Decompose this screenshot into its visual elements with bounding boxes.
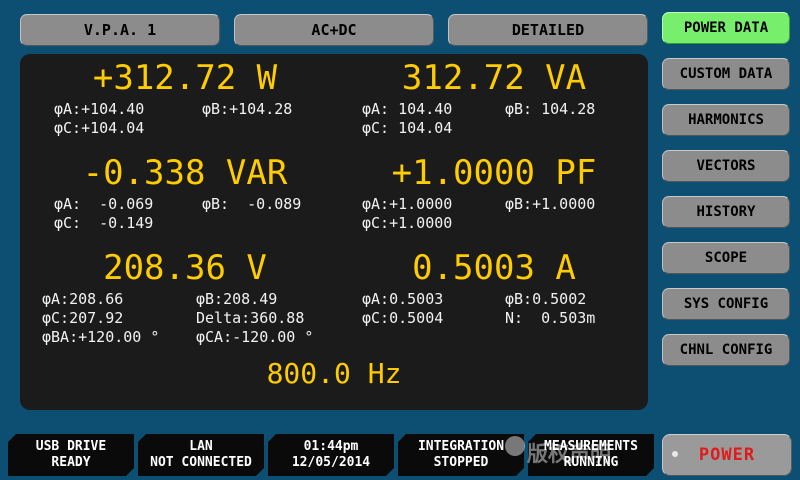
volt-amps-row-2: φC: 104.04 [362,119,648,138]
tab-vpa-label: V.P.A. 1 [83,21,157,39]
measurement-voltage: 208.36 V φA:208.66 φB:208.49 φC:207.92 D… [20,250,350,347]
power-button-label: POWER [698,445,756,465]
voltage-row-3: φBA:+120.00 ° φCA:-120.00 ° [42,328,350,347]
vars-phase-b: φB: -0.089 [202,195,302,213]
voltage-angle-ba: φBA:+120.00 ° [42,328,160,346]
status-lan-line1: LAN [189,439,213,454]
status-bar: USB DRIVE READY LAN NOT CONNECTED 01:44p… [0,430,800,480]
status-clock[interactable]: 01:44pm 12/05/2014 [268,434,394,476]
watts-row-2-right [202,119,350,138]
top-tab-row: V.P.A. 1 AC+DC DETAILED [20,14,648,46]
status-lan-line2: NOT CONNECTED [150,455,252,470]
measurement-power-factor: +1.0000 PF φA:+1.0000 φB:+1.0000 φC:+1.0… [340,155,648,233]
sidebar-item-power-data-label: POWER DATA [683,20,769,36]
power-factor-phase-a: φA:+1.0000 [362,195,453,213]
current-phase-c: φC:0.5004 [362,309,444,327]
volt-amps-row-1: φA: 104.40 φB: 104.28 [362,100,648,119]
volt-amps-row-2-right [505,119,648,138]
voltage-value: 208.36 V [103,248,267,288]
sidebar-item-vectors-label: VECTORS [696,158,756,174]
status-integration[interactable]: INTEGRATION STOPPED [398,434,524,476]
sidebar-item-custom-data-label: CUSTOM DATA [679,66,773,82]
tab-view-mode-label: DETAILED [511,21,585,39]
voltage-phase-a: φA:208.66 [42,290,124,308]
tab-view-mode[interactable]: DETAILED [448,14,648,46]
vars-row-2: φC: -0.149 [54,214,350,233]
current-neutral: N: 0.503m [505,309,596,327]
status-measurements-line2: RUNNING [563,455,619,470]
measurement-current: 0.5003 A φA:0.5003 φB:0.5002 φC:0.5004 N… [340,250,648,328]
sidebar-item-chnl-config[interactable]: CHNL CONFIG [662,334,790,366]
sidebar-item-vectors[interactable]: VECTORS [662,150,790,182]
power-data-panel: +312.72 W φA:+104.40 φB:+104.28 φC:+104.… [20,54,648,410]
current-phase-b: φB:0.5002 [505,290,587,308]
status-clock-time: 01:44pm [303,439,359,454]
status-measurements-line1: MEASUREMENTS [544,439,638,454]
power-factor-row-2: φC:+1.0000 [362,214,648,233]
power-factor-phase-c: φC:+1.0000 [362,214,453,232]
voltage-phase-c: φC:207.92 [42,309,124,327]
sidebar-item-history-label: HISTORY [696,204,756,220]
sidebar-item-harmonics-label: HARMONICS [688,112,764,128]
volt-amps-value: 312.72 VA [401,58,587,98]
watts-phase-b: φB:+104.28 [202,100,293,118]
watts-phase-c: φC:+104.04 [54,119,145,137]
vars-value: -0.338 VAR [82,153,288,193]
status-integration-line1: INTEGRATION [417,439,505,454]
sidebar-item-history[interactable]: HISTORY [662,196,790,228]
volt-amps-phase-b: φB: 104.28 [505,100,596,118]
current-phase-a: φA:0.5003 [362,290,444,308]
sidebar-item-scope[interactable]: SCOPE [662,242,790,274]
current-value: 0.5003 A [412,248,576,288]
voltage-delta: Delta:360.88 [196,309,305,327]
status-lan[interactable]: LAN NOT CONNECTED [138,434,264,476]
sidebar-item-chnl-config-label: CHNL CONFIG [679,342,773,358]
voltage-row-2: φC:207.92 Delta:360.88 [42,309,350,328]
vars-phase-a: φA: -0.069 [54,195,154,213]
power-factor-value: +1.0000 PF [391,153,597,193]
status-usb-drive-line2: READY [51,455,91,470]
power-button[interactable]: POWER [662,434,792,476]
measurement-volt-amps: 312.72 VA φA: 104.40 φB: 104.28 φC: 104.… [340,60,648,138]
watts-value: +312.72 W [92,58,278,98]
power-factor-row-2-right [505,214,648,233]
voltage-phase-b: φB:208.49 [196,290,278,308]
power-factor-row-1: φA:+1.0000 φB:+1.0000 [362,195,648,214]
tab-coupling[interactable]: AC+DC [234,14,434,46]
watts-row-1: φA:+104.40 φB:+104.28 [54,100,350,119]
tab-coupling-label: AC+DC [311,21,357,39]
measurement-vars: -0.338 VAR φA: -0.069 φB: -0.089 φC: -0.… [20,155,350,233]
sidebar-item-sys-config[interactable]: SYS CONFIG [662,288,790,320]
vars-phase-c: φC: -0.149 [54,214,154,232]
watts-row-2: φC:+104.04 [54,119,350,138]
power-led-icon [672,451,678,457]
status-usb-drive[interactable]: USB DRIVE READY [8,434,134,476]
current-row-2: φC:0.5004 N: 0.503m [362,309,648,328]
watts-phase-a: φA:+104.40 [54,100,145,118]
status-integration-line2: STOPPED [433,455,489,470]
vars-row-2-right [202,214,350,233]
status-measurements[interactable]: MEASUREMENTS RUNNING [528,434,654,476]
vars-row-1: φA: -0.069 φB: -0.089 [54,195,350,214]
sidebar-item-custom-data[interactable]: CUSTOM DATA [662,58,790,90]
frequency-value: 800.0 Hz [266,357,402,390]
sidebar-item-harmonics[interactable]: HARMONICS [662,104,790,136]
status-clock-date: 12/05/2014 [291,455,371,470]
tab-vpa[interactable]: V.P.A. 1 [20,14,220,46]
sidebar-menu: POWER DATA CUSTOM DATA HARMONICS VECTORS… [662,12,790,380]
sidebar-item-scope-label: SCOPE [704,250,748,266]
measurement-watts: +312.72 W φA:+104.40 φB:+104.28 φC:+104.… [20,60,350,138]
sidebar-item-power-data[interactable]: POWER DATA [662,12,790,44]
current-row-1: φA:0.5003 φB:0.5002 [362,290,648,309]
voltage-angle-ca: φCA:-120.00 ° [196,328,314,346]
sidebar-item-sys-config-label: SYS CONFIG [683,296,769,312]
voltage-row-1: φA:208.66 φB:208.49 [42,290,350,309]
status-usb-drive-line1: USB DRIVE [35,439,107,454]
volt-amps-phase-c: φC: 104.04 [362,119,453,137]
volt-amps-phase-a: φA: 104.40 [362,100,453,118]
power-factor-phase-b: φB:+1.0000 [505,195,596,213]
